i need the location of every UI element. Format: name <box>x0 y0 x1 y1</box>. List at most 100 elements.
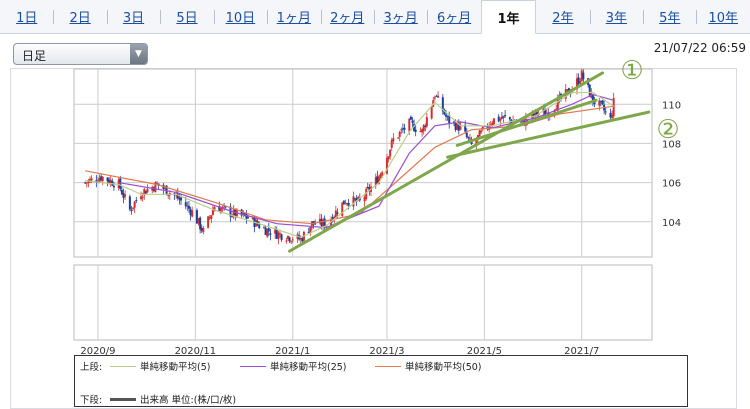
candle-down <box>112 185 115 188</box>
candle-up <box>392 138 395 142</box>
candle-down <box>435 95 438 97</box>
candle-down <box>347 202 350 206</box>
candle-down <box>504 115 507 117</box>
candle-down <box>323 218 326 228</box>
candle-up <box>476 135 479 138</box>
candle-up <box>124 194 127 197</box>
candle-up <box>202 227 205 233</box>
last-updated-timestamp: 21/07/22 06:59 <box>653 41 746 55</box>
candle-down <box>588 84 591 97</box>
candle-up <box>374 177 377 186</box>
ma5-line <box>85 91 615 239</box>
y-tick-label: 106 <box>662 179 681 190</box>
legend-lower-label: 下段: <box>80 395 103 406</box>
candle-up <box>377 177 380 184</box>
candle-up <box>357 196 360 201</box>
tab-12[interactable]: 5年 <box>643 0 696 33</box>
candle-down <box>200 227 203 231</box>
x-tick-label: 2021/7 <box>564 346 599 357</box>
volume-panel <box>73 264 653 341</box>
candle-down <box>187 205 190 209</box>
tab-3[interactable]: 5日 <box>160 0 213 33</box>
tab-1[interactable]: 2日 <box>53 0 106 33</box>
candle-down <box>376 176 379 184</box>
candle-up <box>156 183 159 185</box>
candle-up <box>164 187 167 189</box>
candle-up <box>132 207 135 209</box>
candle-up <box>251 216 254 219</box>
tab-5[interactable]: 1ヶ月 <box>267 0 320 33</box>
candle-down <box>355 198 358 202</box>
candle-down <box>275 229 278 239</box>
candle-up <box>278 233 281 235</box>
candle-up <box>499 118 502 121</box>
tab-0[interactable]: 1日 <box>16 11 38 26</box>
legend-volume: 出来高 単位:(株/口/枚) <box>110 392 236 406</box>
trend-line-3 <box>455 98 598 147</box>
candle-up <box>598 100 601 106</box>
candle-up <box>143 189 146 196</box>
candle-up <box>197 218 200 224</box>
candle-up <box>210 215 213 220</box>
candle-down <box>301 238 304 242</box>
candle-up <box>385 157 388 174</box>
candle-down <box>119 178 122 189</box>
candle-down <box>497 116 500 122</box>
candle-down <box>424 125 427 127</box>
candle-down <box>263 227 266 229</box>
tab-8[interactable]: 6ヶ月 <box>427 0 480 33</box>
candle-up <box>379 174 382 179</box>
volume-swatch <box>110 397 136 401</box>
candle-down <box>240 209 243 216</box>
annotation-line1: ① <box>620 56 643 86</box>
tab-2[interactable]: 3日 <box>106 0 160 33</box>
candle-up <box>98 178 101 182</box>
tab-4[interactable]: 10日 <box>213 0 267 33</box>
legend-ma50-label: 単純移動平均(50) <box>405 362 482 373</box>
candle-up <box>437 95 440 98</box>
ma5-swatch <box>110 365 136 367</box>
candle-up <box>330 219 333 227</box>
candle-up <box>213 207 216 212</box>
candle-up <box>430 105 433 119</box>
candle-up <box>352 196 355 207</box>
candle-up <box>556 97 559 111</box>
candle-up <box>422 125 425 132</box>
period-select[interactable]: 日足 ▼ <box>13 43 148 65</box>
candle-down <box>593 101 596 105</box>
candle-down <box>195 210 198 224</box>
candle-down <box>288 237 291 242</box>
candle-down <box>599 100 602 102</box>
candle-up <box>175 194 178 196</box>
candle-down <box>184 202 187 207</box>
candle-up <box>363 197 366 202</box>
legend: 上段: 単純移動平均(5) 単純移動平均(25) 単純移動平均(50) 下段: … <box>74 355 688 407</box>
candle-down <box>144 190 147 194</box>
candle-up <box>400 129 403 131</box>
tab-13[interactable]: 10年 <box>696 0 749 33</box>
candle-up <box>310 221 313 228</box>
tab-9[interactable]: 1年 <box>480 0 537 34</box>
candle-down <box>342 200 345 205</box>
tab-10[interactable]: 2年 <box>552 11 574 26</box>
candle-up <box>318 218 321 224</box>
candle-down <box>604 111 607 113</box>
candle-down <box>577 77 580 84</box>
legend-ma25: 単純移動平均(25) <box>240 359 347 373</box>
candle-down <box>224 206 227 208</box>
trend-line-1 <box>288 71 605 253</box>
tab-6[interactable]: 2ヶ月 <box>320 0 374 33</box>
candle-up <box>242 213 245 215</box>
candle-down <box>267 228 270 232</box>
candle-down <box>130 209 133 211</box>
legend-volume-label: 出来高 単位:(株/口/枚) <box>140 395 237 406</box>
candle-down <box>320 219 323 226</box>
tab-11[interactable]: 3年 <box>589 0 643 33</box>
candle-up <box>390 139 393 148</box>
x-tick-label: 2021/3 <box>369 346 404 357</box>
candle-up <box>389 149 392 157</box>
candle-up <box>419 130 422 132</box>
triangle-down-icon[interactable]: ▼ <box>130 44 147 64</box>
tab-7[interactable]: 3ヶ月 <box>373 0 427 33</box>
ma25-swatch <box>240 365 266 367</box>
